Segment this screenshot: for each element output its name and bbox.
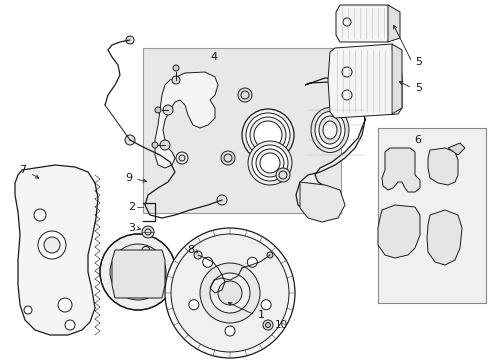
Circle shape	[266, 252, 272, 258]
Polygon shape	[327, 44, 401, 118]
Circle shape	[164, 228, 294, 358]
Polygon shape	[381, 148, 419, 192]
Text: 3: 3	[128, 223, 135, 233]
Text: 1: 1	[258, 310, 264, 320]
Polygon shape	[447, 143, 464, 155]
FancyBboxPatch shape	[377, 128, 485, 303]
Text: 4: 4	[210, 52, 217, 62]
Circle shape	[172, 76, 180, 84]
Ellipse shape	[260, 153, 280, 173]
Text: 7: 7	[20, 165, 26, 175]
Polygon shape	[426, 210, 461, 265]
Circle shape	[194, 251, 202, 259]
Ellipse shape	[323, 121, 336, 139]
Text: 5: 5	[414, 57, 421, 67]
Text: 10: 10	[274, 320, 287, 330]
Circle shape	[200, 263, 260, 323]
Circle shape	[261, 300, 270, 310]
FancyBboxPatch shape	[142, 48, 340, 213]
Circle shape	[115, 281, 123, 289]
Polygon shape	[295, 78, 364, 212]
Circle shape	[116, 254, 123, 262]
Circle shape	[217, 195, 226, 205]
Ellipse shape	[256, 149, 284, 177]
Polygon shape	[387, 5, 399, 42]
Polygon shape	[299, 182, 345, 222]
Polygon shape	[112, 250, 164, 298]
Circle shape	[163, 105, 173, 115]
Circle shape	[218, 281, 242, 305]
Circle shape	[24, 306, 32, 314]
Circle shape	[247, 257, 257, 267]
Ellipse shape	[318, 116, 340, 144]
Circle shape	[176, 152, 187, 164]
Circle shape	[265, 323, 270, 328]
Circle shape	[120, 254, 156, 290]
Polygon shape	[377, 205, 419, 258]
Circle shape	[110, 244, 165, 300]
Text: 5: 5	[414, 83, 421, 93]
Circle shape	[160, 140, 170, 150]
Circle shape	[155, 107, 161, 113]
Circle shape	[58, 298, 72, 312]
Text: 2: 2	[128, 202, 135, 212]
Circle shape	[34, 209, 46, 221]
Circle shape	[263, 320, 272, 330]
Text: 8: 8	[186, 245, 194, 255]
Circle shape	[157, 268, 164, 276]
Circle shape	[209, 273, 249, 313]
Circle shape	[238, 88, 251, 102]
Circle shape	[126, 36, 134, 44]
Ellipse shape	[251, 145, 287, 181]
Circle shape	[125, 135, 135, 145]
Circle shape	[173, 65, 179, 71]
Ellipse shape	[245, 113, 289, 157]
Polygon shape	[427, 148, 457, 185]
Circle shape	[38, 231, 66, 259]
Circle shape	[142, 226, 154, 238]
Circle shape	[152, 142, 158, 148]
Circle shape	[188, 300, 199, 310]
Circle shape	[65, 320, 75, 330]
Polygon shape	[391, 44, 401, 114]
Circle shape	[100, 234, 176, 310]
Polygon shape	[15, 165, 98, 335]
Circle shape	[275, 168, 289, 182]
Circle shape	[171, 234, 288, 352]
Text: 9: 9	[124, 173, 132, 183]
Circle shape	[221, 151, 235, 165]
Circle shape	[44, 237, 60, 253]
Circle shape	[202, 257, 212, 267]
Circle shape	[128, 262, 148, 282]
Ellipse shape	[247, 141, 291, 185]
Circle shape	[142, 289, 149, 298]
Ellipse shape	[242, 109, 293, 161]
Circle shape	[224, 326, 235, 336]
Polygon shape	[335, 5, 391, 42]
Ellipse shape	[310, 108, 348, 153]
Ellipse shape	[314, 112, 345, 149]
Ellipse shape	[249, 117, 285, 153]
Ellipse shape	[253, 121, 282, 149]
Polygon shape	[155, 72, 218, 168]
Text: 6: 6	[414, 135, 421, 145]
Circle shape	[142, 246, 149, 255]
